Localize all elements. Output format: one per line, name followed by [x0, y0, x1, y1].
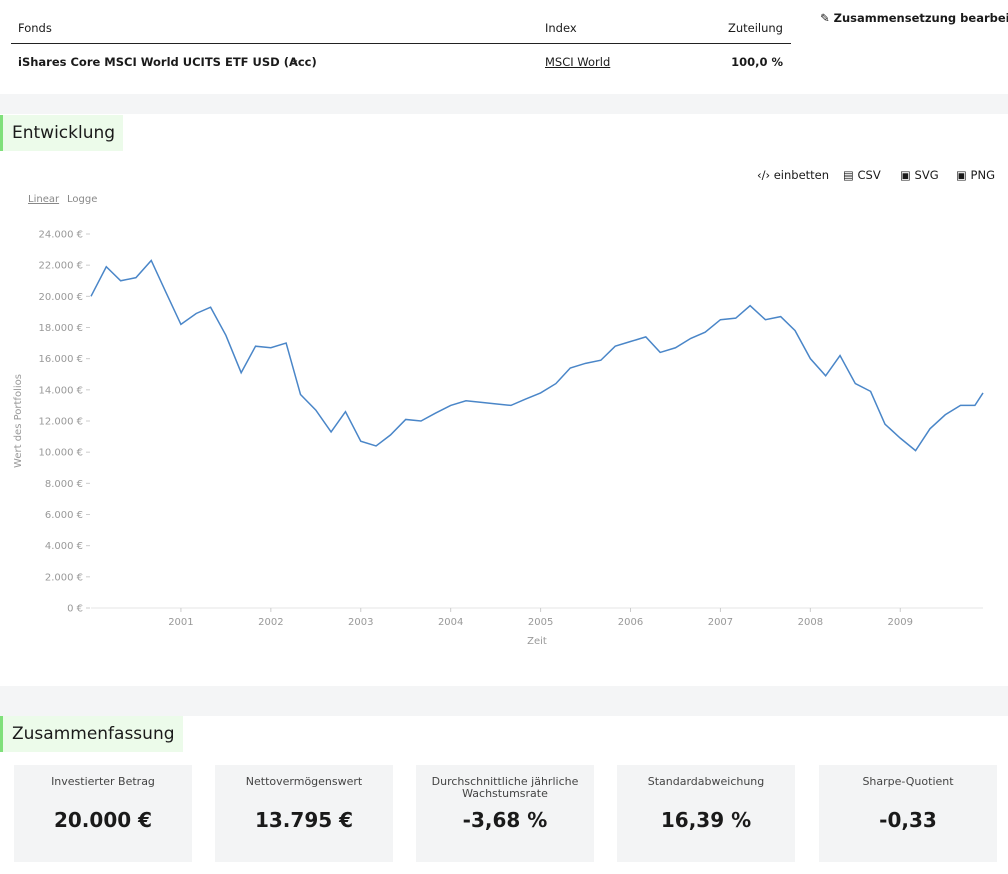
label: PNG [970, 168, 995, 182]
y-tick-label: 12.000 € [38, 417, 83, 428]
card-label: Durchschnittliche jährliche Wachstumsrat… [431, 775, 579, 800]
card-label: Investierter Betrag [51, 775, 155, 788]
card-value: -3,68 % [462, 808, 548, 832]
summary-card: Investierter Betrag 20.000 € [14, 765, 192, 862]
y-tick-label: 4.000 € [45, 541, 83, 552]
summary-card: Standardabweichung 16,39 % [617, 765, 795, 862]
card-value: 20.000 € [53, 808, 153, 832]
png-button[interactable]: ▣ PNG [956, 168, 995, 182]
edit-button[interactable]: ✎ Zusammensetzung bearbeiten [820, 11, 1008, 25]
section-title: Entwicklung [0, 115, 124, 151]
label: einbetten [773, 168, 830, 182]
y-tick-label: 24.000 € [38, 230, 83, 241]
x-axis-label: Zeit [527, 636, 547, 647]
summary-card: Nettovermögenswert 13.795 € [215, 765, 393, 862]
line-series [90, 259, 984, 452]
y-tick-label: 18.000 € [38, 323, 83, 334]
separator [0, 94, 1008, 114]
y-tick-label: 20.000 € [38, 292, 83, 303]
x-tick-label: 2008 [798, 617, 823, 628]
divider [11, 43, 791, 44]
summary-card: Sharpe-Quotient -0,33 [819, 765, 997, 862]
csv-button[interactable]: ▤ CSV [843, 168, 881, 182]
y-tick-label: 8.000 € [45, 479, 83, 490]
y-tick-label: 0 € [67, 604, 83, 615]
separator [0, 686, 1008, 716]
index-link[interactable]: MSCI World [545, 55, 611, 69]
y-tick-label: 10.000 € [38, 448, 83, 459]
x-tick-label: 2005 [528, 617, 553, 628]
dropdown-icon[interactable]: ⌄ [290, 52, 300, 66]
col-header: Fonds [18, 21, 52, 35]
y-axis-label: Wert des Portfolios [13, 374, 24, 468]
card-label: Sharpe-Quotient [862, 775, 954, 788]
svg-button[interactable]: ▣ SVG [900, 168, 939, 182]
col-header: Zuteilung [727, 21, 783, 35]
edit-label: Zusammensetzung bearbeiten [833, 11, 1008, 25]
y-tick-label: 14.000 € [38, 385, 83, 396]
card-value: 16,39 % [660, 808, 752, 832]
y-tick-label: 6.000 € [45, 510, 83, 521]
section-title: Zusammenfassung [0, 716, 183, 752]
embed-button[interactable]: ‹/› einbetten [757, 168, 830, 182]
x-tick-label: 2004 [438, 617, 463, 628]
y-tick-label: 16.000 € [38, 354, 83, 365]
card-label: Nettovermögenswert [245, 775, 363, 788]
col-header: Index [545, 21, 577, 35]
x-tick-label: 2009 [888, 617, 913, 628]
label: CSV [857, 168, 881, 182]
log-toggle[interactable]: Logge [67, 194, 98, 205]
x-tick-label: 2001 [168, 617, 193, 628]
x-tick-label: 2003 [348, 617, 373, 628]
card-label: Standardabweichung [647, 775, 765, 788]
allocation: 100,0 % [731, 55, 783, 69]
summary-card: Durchschnittliche jährliche Wachstumsrat… [416, 765, 594, 862]
x-tick-label: 2002 [258, 617, 283, 628]
card-value: 13.795 € [254, 808, 354, 832]
y-tick-label: 22.000 € [38, 261, 83, 272]
label: SVG [914, 168, 939, 182]
linear-toggle[interactable]: Linear [28, 194, 60, 205]
fund-name[interactable]: iShares Core MSCI World UCITS ETF USD (A… [18, 55, 317, 69]
chart: 0 € 2.000 € 4.000 € 6.000 € 8.000 € 10.000 € 1… [13, 230, 984, 647]
x-tick-label: 2007 [708, 617, 733, 628]
y-tick-label: 2.000 € [45, 572, 83, 583]
card-value: -0,33 [879, 808, 937, 832]
x-tick-label: 2006 [618, 617, 643, 628]
